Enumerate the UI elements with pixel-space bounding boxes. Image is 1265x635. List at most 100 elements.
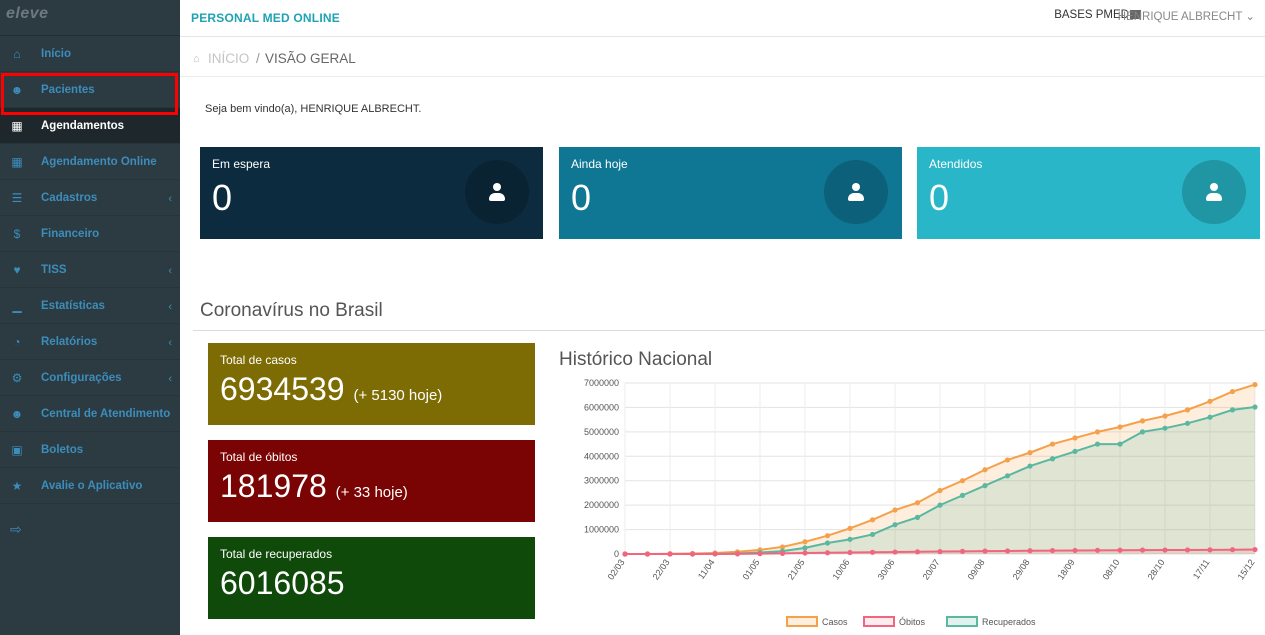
data-point — [937, 502, 943, 508]
stat-label: Em espera — [212, 157, 271, 171]
y-tick-label: 5000000 — [584, 427, 619, 437]
heartbeat-icon: ♥ — [13, 262, 21, 277]
data-point — [802, 545, 808, 551]
chevron-left-icon: ‹ — [168, 193, 172, 205]
sidebar-item-label: Cadastros — [41, 191, 98, 204]
y-tick-label: 1000000 — [584, 525, 619, 535]
sidebar-item-tiss[interactable]: ♥ TISS ‹ — [0, 252, 180, 288]
users-icon: ☻ — [10, 406, 24, 421]
x-tick-label: 02/03 — [606, 557, 627, 581]
sidebar-item-central-de-atendimento[interactable]: ☻ Central de Atendimento — [0, 396, 180, 432]
covid-delta: (+ 5130 hoje) — [353, 387, 443, 404]
data-point — [802, 550, 808, 556]
app-title[interactable]: PERSONAL MED ONLINE — [191, 11, 340, 25]
sidebar-item-estat-sticas[interactable]: ▁ Estatísticas ‹ — [0, 288, 180, 324]
user-menu[interactable]: HENRIQUE ALBRECHT ⌄ — [1118, 9, 1255, 23]
chart-title: Histórico Nacional — [559, 349, 713, 370]
x-tick-label: 11/04 — [696, 557, 717, 581]
sidebar-item-label: Configurações — [41, 371, 122, 384]
sidebar-item-label: Estatísticas — [41, 299, 105, 312]
series-area-recuperados — [625, 407, 1255, 554]
data-point — [1162, 425, 1168, 431]
sidebar-item-configura-es[interactable]: ⚙ Configurações ‹ — [0, 360, 180, 396]
list-icon: ☰ — [11, 190, 23, 205]
stat-atendidos[interactable]: Atendidos 0 — [917, 147, 1260, 239]
person-icon — [1205, 183, 1223, 201]
historico-chart: 0 1000000 2000000 3000000 4000000 5000000 6000… — [584, 378, 1258, 627]
data-point — [1162, 547, 1168, 553]
data-point — [734, 551, 741, 557]
data-point — [959, 492, 966, 498]
chevron-left-icon: ‹ — [168, 301, 172, 313]
collapse-sidebar-icon[interactable]: ⇨ — [10, 521, 22, 537]
sidebar-item-label: Financeiro — [41, 227, 100, 240]
data-point — [869, 531, 876, 538]
data-point — [1072, 435, 1078, 441]
stat-label: Atendidos — [929, 157, 983, 171]
chevron-left-icon: ‹ — [168, 265, 172, 277]
sidebar-item-label: Pacientes — [41, 83, 95, 96]
sidebar-item-cadastros[interactable]: ☰ Cadastros ‹ — [0, 180, 180, 216]
data-point — [802, 539, 808, 545]
section-title: Coronavírus no Brasil — [200, 300, 383, 321]
covid-label: Total de casos — [220, 353, 297, 367]
data-point — [1139, 429, 1146, 435]
sidebar-item-agendamento-online[interactable]: ▦ Agendamento Online — [0, 144, 180, 180]
breadcrumb-separator: / — [256, 51, 260, 66]
covid-total-recuperados: Total de recuperados 6016085 — [208, 537, 535, 619]
data-point — [824, 550, 831, 556]
x-tick-label: 22/03 — [651, 557, 672, 581]
divider — [193, 330, 1265, 331]
data-point — [1049, 547, 1056, 554]
x-tick-label: 30/06 — [876, 557, 897, 581]
covid-value: 6934539 — [220, 371, 345, 407]
sidebar-item-relat-rios[interactable]: ◔ Relatórios ‹ — [0, 324, 180, 360]
data-point — [1072, 448, 1078, 454]
covid-label: Total de recuperados — [220, 547, 333, 561]
stat-icon-circle — [824, 160, 888, 224]
star-icon: ★ — [11, 478, 23, 493]
data-point — [1117, 424, 1123, 430]
data-point — [869, 517, 876, 523]
data-point — [1229, 388, 1236, 395]
sidebar-item-avalie-o-aplicativo[interactable]: ★ Avalie o Aplicativo — [0, 468, 180, 504]
data-point — [914, 500, 921, 506]
data-point — [1049, 456, 1056, 462]
bar-chart-icon: ▁ — [12, 298, 22, 313]
sidebar-item-label: TISS — [41, 263, 67, 276]
sidebar-item-label: Boletos — [41, 443, 84, 456]
chevron-down-icon: ⌄ — [1245, 11, 1255, 23]
data-point — [1252, 404, 1258, 410]
calendar-icon: ▦ — [11, 118, 23, 133]
dollar-icon: $ — [13, 226, 21, 241]
sidebar-item-in-cio[interactable]: ⌂ Início — [0, 36, 180, 72]
data-point — [1027, 450, 1033, 456]
bases-selector[interactable]: BASES PMED — [1054, 9, 1129, 21]
brand-logo[interactable]: eleve — [6, 5, 49, 22]
data-point — [982, 483, 988, 489]
covid-delta: (+ 33 hoje) — [335, 484, 408, 501]
sidebar-item-pacientes[interactable]: ☻ Pacientes — [0, 72, 180, 108]
chevron-left-icon: ‹ — [168, 373, 172, 385]
data-point — [1229, 407, 1236, 413]
data-point — [757, 551, 763, 557]
legend-label: Óbitos — [899, 617, 926, 627]
sidebar-item-boletos[interactable]: ▣ Boletos — [0, 432, 180, 468]
data-point — [1229, 547, 1236, 553]
data-point — [1207, 414, 1213, 420]
breadcrumb-home[interactable]: INÍCIO — [208, 51, 250, 66]
sidebar-item-financeiro[interactable]: $ Financeiro — [0, 216, 180, 252]
breadcrumb-current: VISÃO GERAL — [265, 51, 356, 66]
sidebar-item-agendamentos[interactable]: ▦ Agendamentos — [0, 108, 180, 144]
gear-icon: ⚙ — [11, 370, 23, 385]
x-tick-label: 21/05 — [786, 557, 807, 581]
pie-chart-icon: ◔ — [13, 334, 21, 349]
x-tick-label: 01/05 — [741, 557, 762, 581]
y-tick-label: 7000000 — [584, 378, 619, 388]
stat-em-espera[interactable]: Em espera 0 — [200, 147, 543, 239]
data-point — [937, 487, 943, 494]
data-point — [959, 548, 966, 554]
legend-label: Recuperados — [982, 617, 1036, 627]
stat-ainda-hoje[interactable]: Ainda hoje 0 — [559, 147, 902, 239]
data-point — [1184, 420, 1191, 426]
